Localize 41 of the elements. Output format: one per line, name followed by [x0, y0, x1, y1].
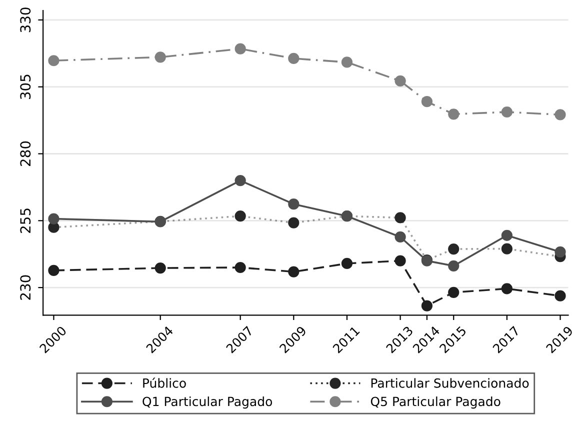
- point: [501, 106, 512, 118]
- point: [48, 55, 60, 66]
- y-tick-label: 255: [20, 208, 31, 233]
- point: [234, 210, 246, 222]
- point: [501, 283, 512, 294]
- point: [48, 264, 60, 276]
- y-tick-label: 305: [20, 74, 31, 100]
- point: [288, 198, 300, 210]
- point: [448, 108, 460, 120]
- point: [421, 300, 433, 312]
- point: [448, 243, 460, 255]
- point: [234, 262, 246, 274]
- point: [421, 96, 433, 108]
- point: [448, 286, 460, 298]
- point: [234, 43, 246, 54]
- point: [554, 246, 566, 258]
- point: [234, 174, 246, 186]
- y-tick-label: 330: [20, 8, 31, 32]
- point: [394, 231, 406, 243]
- point: [554, 109, 566, 120]
- point: [341, 258, 353, 270]
- point: [394, 212, 406, 224]
- point: [154, 262, 166, 274]
- point: [288, 266, 300, 278]
- point: [554, 290, 566, 302]
- point: [288, 52, 300, 64]
- point: [501, 243, 512, 254]
- y-tick-label: 230: [20, 275, 31, 300]
- legend-label: Particular Subvencionado: [371, 378, 529, 388]
- point: [501, 230, 512, 241]
- point: [154, 52, 166, 63]
- y-tick-label: 280: [20, 141, 31, 166]
- legend-label: Q1 Particular Pagado: [142, 396, 272, 409]
- point: [394, 75, 406, 87]
- point: [448, 260, 460, 272]
- point: [394, 255, 406, 266]
- point: [288, 217, 300, 228]
- legend-label: Público: [143, 378, 186, 388]
- point: [48, 213, 60, 224]
- point: [341, 56, 353, 68]
- legend-label: Q5 Particular Pagado: [370, 396, 500, 409]
